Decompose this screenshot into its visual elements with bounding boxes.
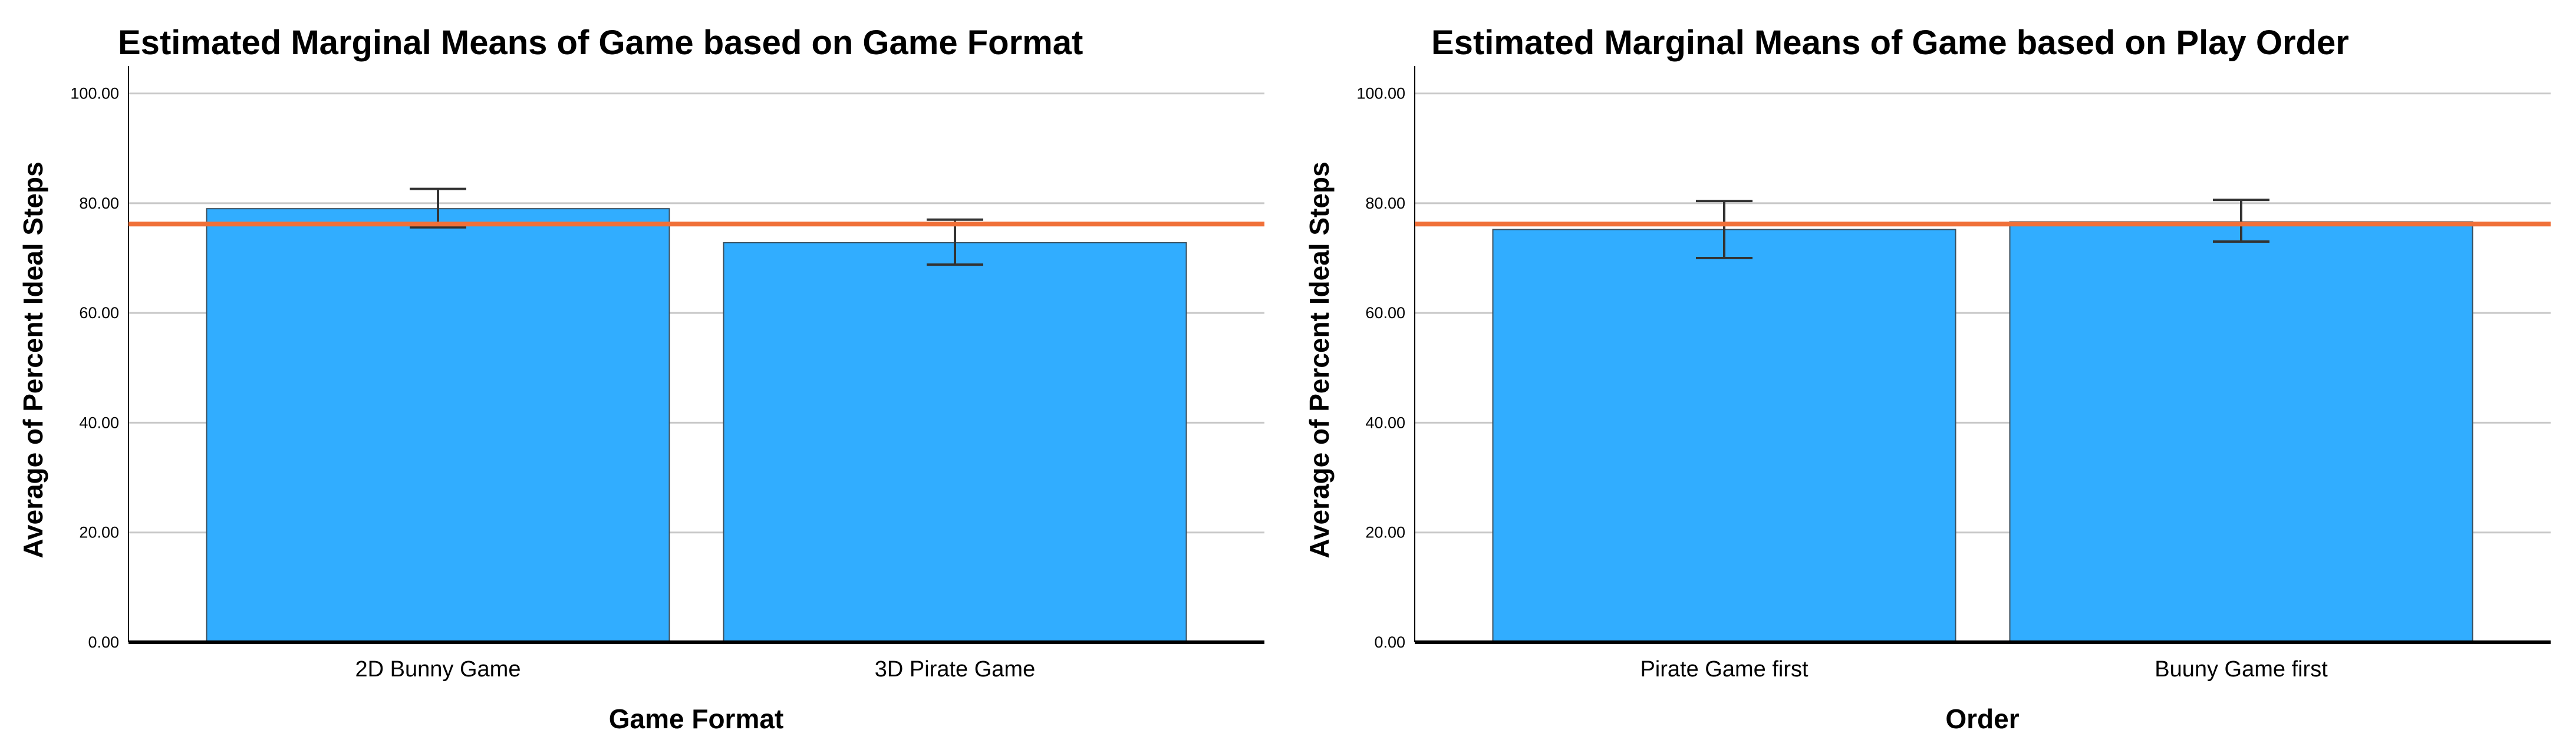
x-axis-title: Order [1945,704,2019,734]
y-tick-label: 60.00 [79,304,119,322]
y-axis-title: Average of Percent Ideal Steps [1304,161,1335,558]
y-tick-label: 0.00 [88,633,119,651]
bar [1492,229,1956,643]
bar [206,208,670,643]
y-tick-label: 20.00 [1365,524,1405,541]
y-axis-title: Average of Percent Ideal Steps [18,161,48,558]
x-tick-label: Pirate Game first [1640,657,1809,682]
y-tick-label: 100.00 [1356,85,1405,103]
y-tick-label: 60.00 [1365,304,1405,322]
bar [2009,221,2473,643]
chart-panel-1: 0.00 20.00 40.00 60.00 80.00 100.00 2D Bunny G… [18,24,1264,734]
x-tick-label: 2D Bunny Game [355,657,521,682]
y-tick-label: 80.00 [1365,194,1405,212]
bar [723,242,1187,643]
y-tick-label: 100.00 [70,85,119,103]
y-tick-label: 80.00 [79,194,119,212]
y-tick-label: 20.00 [79,524,119,541]
y-tick-label: 40.00 [79,414,119,431]
chart-title: Estimated Marginal Means of Game based o… [1431,24,2349,62]
x-tick-label: 3D Pirate Game [875,657,1035,682]
chart-panel-2: 0.00 20.00 40.00 60.00 80.00 100.00 Pirate Gam… [1304,24,2551,734]
x-tick-label: Buuny Game first [2155,657,2328,682]
y-tick-label: 0.00 [1374,633,1405,651]
x-axis-title: Game Format [609,704,784,734]
y-tick-label: 40.00 [1365,414,1405,431]
chart-title: Estimated Marginal Means of Game based o… [118,24,1083,62]
